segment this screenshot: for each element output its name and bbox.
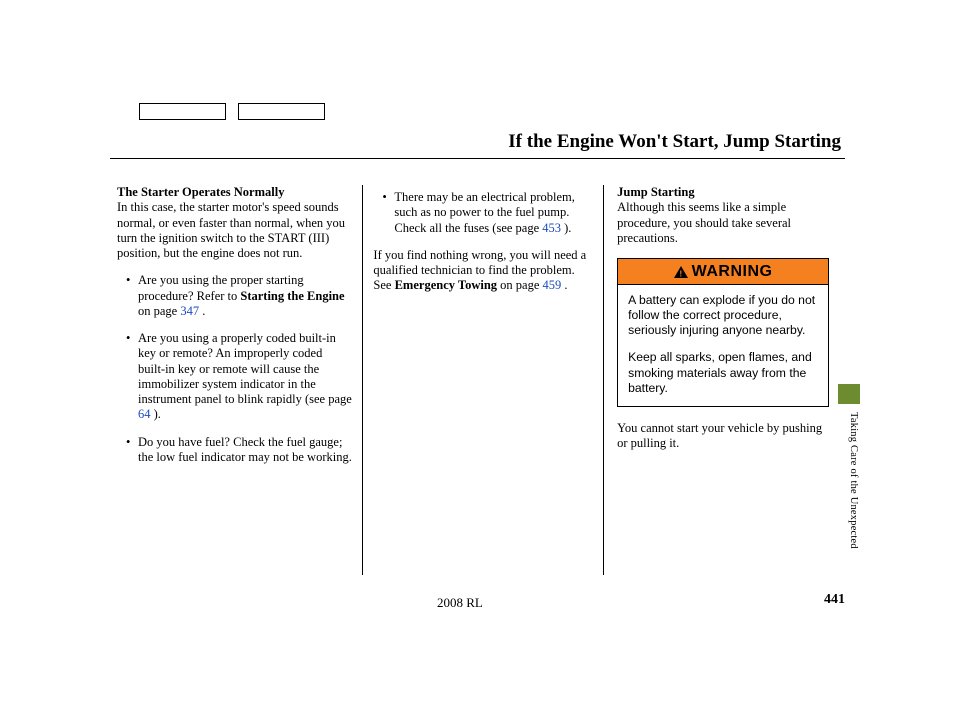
link-page-64[interactable]: 64 <box>138 407 151 421</box>
col1-intro: The Starter Operates Normally In this ca… <box>117 185 352 261</box>
warning-header: ! WARNING <box>618 259 828 285</box>
warning-triangle-icon: ! <box>674 266 688 278</box>
link-page-459[interactable]: 459 <box>543 278 562 292</box>
col3-intro-text: Although this seems like a simple proced… <box>617 200 791 245</box>
column-1: The Starter Operates Normally In this ca… <box>117 185 362 575</box>
col2-para: If you find nothing wrong, you will need… <box>373 248 593 294</box>
col1-intro-text: In this case, the starter motor's speed … <box>117 200 345 260</box>
col1-item-1: Are you using the proper starting proced… <box>122 273 352 319</box>
column-3: Jump Starting Although this seems like a… <box>603 185 839 575</box>
link-page-347[interactable]: 347 <box>180 304 199 318</box>
col2-item-1: There may be an electrical problem, such… <box>378 190 593 236</box>
warning-label: WARNING <box>692 262 773 282</box>
header-nav-boxes <box>139 103 325 120</box>
footer-page-number: 441 <box>824 592 845 608</box>
warning-box: ! WARNING A battery can explode if you d… <box>617 258 829 407</box>
warning-text-2: Keep all sparks, open flames, and smokin… <box>628 350 818 396</box>
svg-text:!: ! <box>679 268 682 278</box>
col2-list: There may be an electrical problem, such… <box>373 190 593 236</box>
col3-heading: Jump Starting <box>617 185 694 199</box>
section-label: Taking Care of the Unexpected <box>848 412 859 549</box>
nav-box-1[interactable] <box>139 103 226 120</box>
col3-intro: Jump Starting Although this seems like a… <box>617 185 829 246</box>
col1-item-2: Are you using a properly coded built-in … <box>122 331 352 423</box>
link-page-453[interactable]: 453 <box>542 221 561 235</box>
content-columns: The Starter Operates Normally In this ca… <box>117 185 839 575</box>
warning-text-1: A battery can explode if you do not foll… <box>628 293 818 339</box>
nav-box-2[interactable] <box>238 103 325 120</box>
col1-list: Are you using the proper starting proced… <box>117 273 352 465</box>
col1-heading: The Starter Operates Normally <box>117 185 284 199</box>
page-container: { "title": "If the Engine Won't Start, J… <box>0 0 954 710</box>
footer-model: 2008 RL <box>437 595 483 611</box>
section-tab <box>838 384 860 404</box>
col1-item-3: Do you have fuel? Check the fuel gauge; … <box>122 435 352 466</box>
column-2: There may be an electrical problem, such… <box>362 185 603 575</box>
warning-body: A battery can explode if you do not foll… <box>618 285 828 407</box>
title-rule <box>110 158 845 159</box>
page-title: If the Engine Won't Start, Jump Starting <box>508 131 841 153</box>
col3-after: You cannot start your vehicle by pushing… <box>617 421 829 452</box>
